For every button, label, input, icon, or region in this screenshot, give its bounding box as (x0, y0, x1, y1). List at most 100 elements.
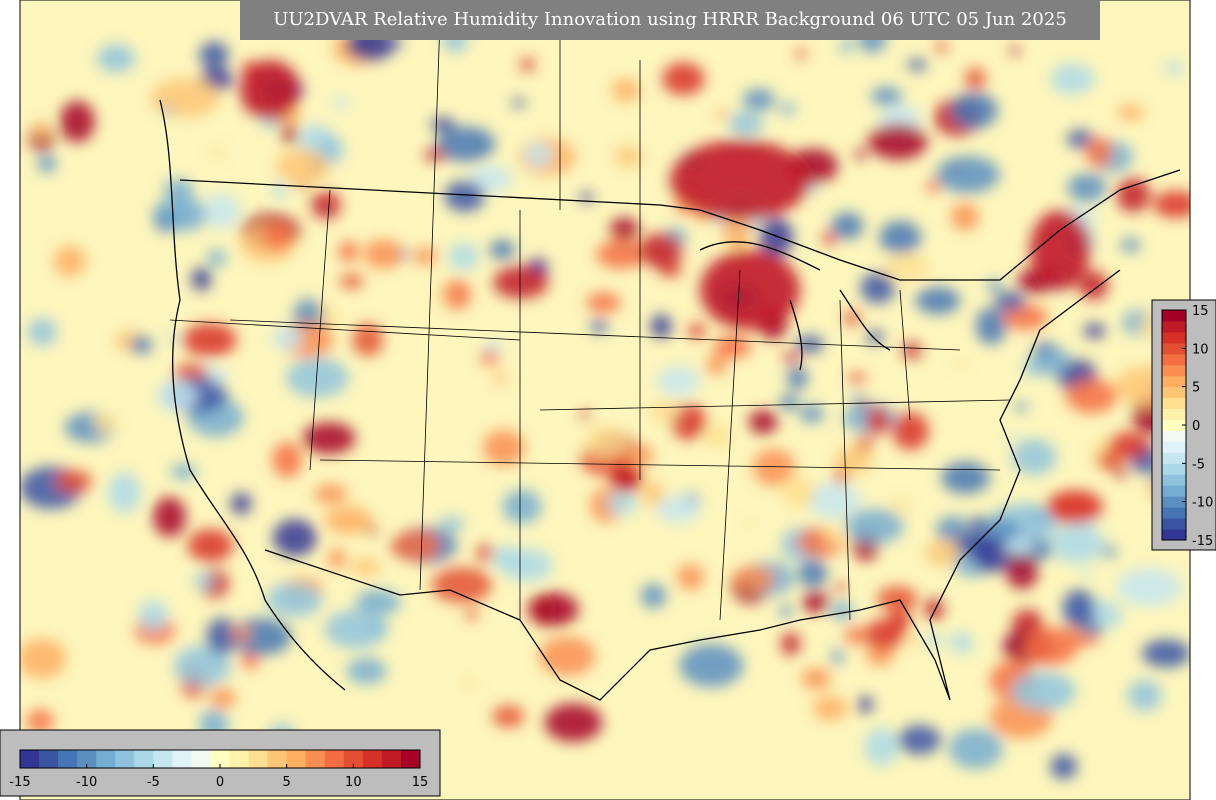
field-blob (202, 193, 240, 229)
field-blob (855, 148, 866, 161)
field-blob (1102, 545, 1117, 558)
colorbar-tick-label: 5 (1192, 381, 1200, 396)
field-blob (1081, 569, 1092, 580)
field-blob (1141, 639, 1190, 668)
field-blob (580, 411, 591, 421)
field-blob (656, 366, 700, 396)
colorbar-tick-label: 15 (412, 775, 429, 790)
field-blob (876, 586, 918, 612)
field-blob (822, 231, 836, 246)
colorbar-segment (153, 750, 173, 768)
field-blob (1014, 401, 1028, 412)
field-blob (394, 38, 403, 48)
field-blob (641, 480, 664, 507)
field-blob (1030, 210, 1090, 290)
field-blob (1096, 451, 1123, 470)
field-blob (332, 96, 350, 108)
field-blob (752, 448, 795, 486)
field-blob (352, 323, 384, 357)
colorbar-tick-label: -15 (1192, 534, 1213, 549)
field-blob (935, 156, 1000, 194)
field-blob (662, 62, 705, 96)
colorbar-segment (1162, 386, 1186, 399)
field-blob (1080, 621, 1103, 636)
field-blob (779, 604, 793, 618)
field-blob (714, 109, 728, 119)
colorbar-segment (77, 750, 97, 768)
field-blob (130, 335, 153, 355)
colorbar-tick-label: 10 (1192, 342, 1209, 357)
colorbar-segment (1162, 375, 1186, 388)
field-blob (670, 140, 810, 220)
field-blob (272, 183, 288, 198)
field-blob (941, 461, 990, 494)
field-blob (206, 617, 237, 655)
field-blob (583, 426, 630, 457)
colorbar-segment (20, 750, 40, 768)
field-blob (864, 727, 899, 766)
field-blob (544, 703, 603, 742)
field-blob (439, 516, 465, 533)
field-blob (614, 145, 643, 168)
field-blob (955, 359, 968, 369)
field-blob (706, 354, 727, 376)
field-blob (448, 242, 479, 271)
field-blob (493, 372, 507, 385)
field-blob (1011, 438, 1057, 475)
field-blob (866, 330, 884, 344)
field-blob (468, 165, 513, 193)
field-blob (907, 58, 927, 71)
field-blob (20, 638, 67, 679)
field-blob (850, 392, 862, 402)
field-blob (742, 88, 776, 111)
field-blob (733, 566, 776, 592)
field-blob (847, 372, 867, 384)
field-blob (390, 541, 403, 555)
field-blob (1127, 679, 1162, 712)
field-blob (799, 404, 824, 424)
field-blob (31, 121, 51, 140)
field-blob (54, 469, 93, 493)
field-blob (182, 323, 237, 357)
field-blob (1023, 627, 1078, 666)
field-blob (150, 78, 220, 118)
field-blob (1046, 490, 1103, 524)
colorbar-segment (96, 750, 116, 768)
field-blob (687, 323, 706, 339)
field-blob (193, 571, 214, 591)
field-blob (241, 650, 259, 670)
field-blob (782, 352, 801, 363)
field-blob (489, 240, 516, 260)
field-blob (586, 292, 621, 313)
colorbar-segment (1162, 507, 1186, 519)
field-blob (759, 217, 794, 257)
field-blob (1050, 753, 1078, 780)
field-blob (951, 203, 979, 231)
field-blob (207, 249, 227, 267)
colorbar-segment (172, 750, 192, 768)
field-blob (703, 424, 732, 448)
field-blob (480, 351, 499, 366)
field-blob (1108, 431, 1150, 459)
field-blob (798, 559, 828, 588)
field-blob (97, 44, 136, 73)
field-blob (281, 124, 298, 144)
field-blob (230, 626, 252, 642)
field-blob (53, 245, 86, 277)
field-blob (170, 463, 197, 480)
field-blob (926, 179, 940, 194)
field-blob (579, 192, 594, 203)
field-blob (801, 667, 831, 689)
field-blob (845, 626, 866, 645)
field-blob (679, 643, 744, 688)
field-blob (1050, 524, 1105, 564)
field-blob (413, 247, 438, 265)
state-borders (169, 19, 1011, 621)
field-blob (925, 634, 943, 647)
colorbar-segment (248, 750, 269, 768)
colorbar-tick-label: 15 (1192, 304, 1209, 319)
innovation-field (20, 26, 1190, 780)
field-blob (1116, 177, 1151, 213)
field-blob (27, 318, 57, 346)
field-blob (162, 106, 174, 115)
